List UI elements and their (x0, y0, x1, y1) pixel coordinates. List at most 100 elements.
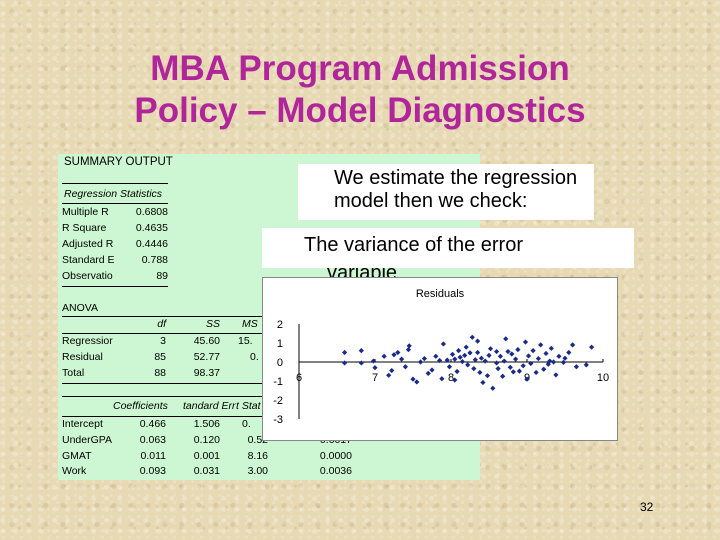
residuals-chart-svg: Residuals 210-1-2-3678910 (273, 288, 609, 426)
anova-row-ss: 45.60 (193, 335, 220, 347)
residual-point (500, 373, 506, 379)
residual-point (501, 358, 507, 364)
residuals-chart: Residuals 210-1-2-3678910 (262, 277, 618, 441)
regstat-label: Standard E (62, 254, 115, 266)
residual-point (342, 349, 348, 356)
residual-point (446, 364, 453, 370)
residual-point (414, 379, 420, 385)
residual-point (449, 351, 456, 357)
residual-point (589, 344, 595, 350)
coef-col-coefficients: Coefficients (113, 400, 168, 412)
residual-point (406, 343, 412, 349)
residual-point (405, 347, 412, 353)
regstat-value: 0.4635 (135, 222, 168, 234)
coef-row-se: 0.001 (193, 450, 220, 462)
residual-point (553, 372, 559, 378)
anova-row-df: 3 (160, 335, 166, 347)
residual-point (482, 358, 488, 364)
x-tick-label: 8 (448, 372, 454, 384)
y-tick-label: -3 (273, 414, 283, 426)
residual-point (484, 373, 491, 379)
residual-point (456, 348, 462, 354)
coef-row-label: Work (62, 465, 87, 477)
y-tick-label: 1 (277, 338, 283, 350)
anova-col-ms: MS (242, 318, 258, 330)
residual-point (486, 352, 492, 358)
regstat-label: Observatio (62, 270, 113, 282)
residual-point (515, 347, 521, 353)
residual-point (358, 360, 364, 366)
residual-point (391, 352, 397, 358)
residual-point (477, 369, 483, 376)
regstat-label: R Square (62, 222, 107, 234)
callout-variance-text: The variance of the error (304, 234, 523, 256)
page-number: 32 (640, 500, 654, 514)
residual-point (530, 348, 536, 354)
x-tick-label: 6 (296, 372, 302, 384)
callout-variance: The variance of the error (262, 228, 634, 268)
divider (62, 286, 168, 287)
residual-point (452, 356, 458, 362)
coef-row-p: 0.0036 (319, 465, 352, 477)
coef-row-coef: 0.093 (139, 465, 166, 477)
residual-point (399, 356, 405, 362)
regstat-value: 0.6808 (135, 206, 168, 218)
residual-point (505, 348, 511, 355)
residual-point (525, 353, 532, 359)
residual-point (522, 339, 529, 345)
coef-row-label: GMAT (62, 450, 92, 462)
anova-row-ms: 15. (238, 335, 253, 347)
residual-point (509, 351, 515, 357)
residual-point (520, 363, 526, 369)
coef-row-label: UnderGPA (62, 434, 112, 446)
divider (62, 203, 168, 204)
chart-title: Residuals (416, 288, 465, 300)
residual-point (490, 385, 496, 391)
coef-row-t: 0. (242, 418, 251, 430)
anova-row-ss: 98.37 (193, 367, 220, 379)
residual-point (475, 349, 481, 356)
residual-point (459, 359, 465, 365)
residual-point (497, 353, 503, 359)
residual-point (454, 368, 460, 375)
residual-point (562, 355, 568, 361)
anova-col-df: df (157, 318, 166, 330)
coef-col-t-stat: t Stat (236, 400, 261, 412)
anova-row-ss: 52.77 (193, 351, 220, 363)
residual-point (440, 341, 446, 347)
anova-header: ANOVA (62, 302, 98, 314)
coef-row-se: 1.506 (193, 418, 220, 430)
coef-row-coef: 0.466 (139, 418, 166, 430)
slide-title: MBA Program Admission Policy – Model Dia… (0, 48, 720, 132)
y-tick-label: -1 (273, 376, 283, 388)
anova-row-df: 85 (154, 351, 166, 363)
residual-point (503, 336, 509, 342)
residual-point (418, 359, 424, 365)
anova-row-label: Residual (62, 351, 103, 363)
residual-point (538, 342, 544, 348)
residual-point (543, 350, 549, 357)
coef-row-coef: 0.011 (140, 450, 167, 462)
anova-row-ms: 0. (250, 351, 259, 363)
residual-point (535, 355, 541, 362)
residual-point (469, 334, 475, 340)
residual-point (541, 366, 547, 372)
residual-point (395, 349, 401, 356)
regstat-value: 0.788 (141, 254, 168, 266)
residual-point (471, 366, 477, 372)
residual-point (556, 353, 562, 359)
divider (62, 333, 262, 334)
regstat-label: Adjusted R (62, 238, 114, 250)
regstat-value: 0.4446 (135, 238, 168, 250)
regstat-value: 89 (156, 270, 168, 282)
residual-point (386, 372, 392, 378)
divider (62, 183, 168, 184)
coef-row-label: Intercept (62, 418, 103, 430)
divider (62, 396, 354, 397)
residual-point (342, 360, 348, 366)
residual-point (548, 345, 554, 351)
residual-point (358, 348, 364, 354)
coef-row-se: 0.120 (193, 434, 220, 446)
residual-point (516, 368, 522, 374)
